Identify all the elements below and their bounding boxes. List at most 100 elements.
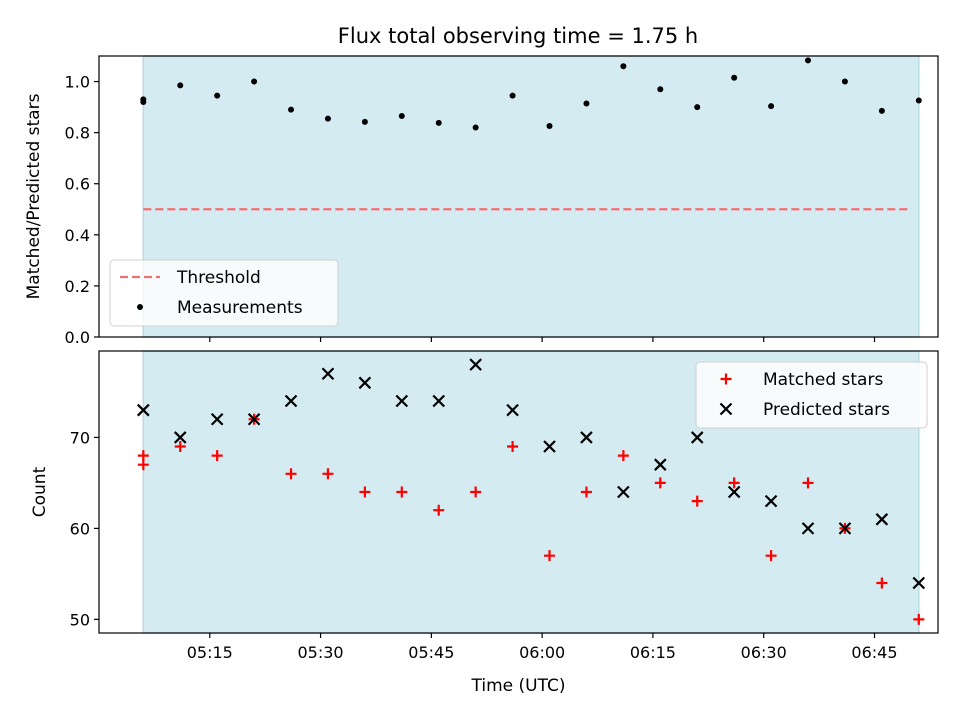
matched-stars-point	[322, 468, 334, 480]
y-tick-label: 0.0	[65, 328, 90, 347]
predicted-stars-point	[912, 576, 926, 590]
measurement-point	[288, 106, 295, 113]
legend: Matched stars Predicted stars	[695, 361, 928, 429]
y-tick-label: 0.6	[65, 175, 90, 194]
matched-stars-point	[285, 468, 297, 480]
predicted-stars-point	[506, 403, 519, 417]
x-tick-label: 05:15	[187, 643, 233, 662]
legend-label: Matched stars	[763, 370, 883, 390]
x-tick-label: 06:00	[519, 643, 565, 662]
predicted-stars-point	[654, 458, 667, 471]
y-axis-label: Matched/Predicted stars	[24, 93, 44, 299]
matched-stars-point	[654, 477, 666, 489]
legend-measurement-swatch	[137, 304, 143, 310]
count-panel: 50 60 70 05:15 05:30 05:45 06:00 06:15 06:30 06:4…	[30, 350, 939, 696]
predicted-stars-point	[727, 485, 741, 499]
predicted-stars-point	[321, 367, 335, 381]
predicted-stars-point	[875, 513, 889, 526]
predicted-stars-point	[617, 485, 630, 499]
predicted-stars-point	[395, 394, 409, 408]
matched-stars-point	[433, 504, 445, 516]
x-tick-label: 06:15	[630, 643, 676, 662]
predicted-stars-point	[764, 494, 778, 508]
legend-matched-swatch	[720, 373, 732, 385]
measurement-point	[251, 78, 258, 85]
x-tick-label: 06:45	[851, 643, 897, 662]
matched-stars-point	[580, 486, 592, 498]
measurement-point	[731, 74, 738, 81]
measurement-point	[435, 119, 442, 126]
legend-box	[109, 259, 339, 327]
measurement-point	[915, 97, 922, 104]
axes-frame	[98, 350, 939, 634]
matched-stars-point	[174, 441, 186, 453]
predicted-stars-point	[838, 522, 852, 535]
ratio-panel: 0.0 0.2 0.4 0.6 0.8 1.0 Matched/Predicted star…	[24, 55, 939, 347]
series-predicted-stars	[137, 358, 926, 590]
y-tick-label: 50	[70, 610, 90, 629]
x-tick-label: 05:30	[298, 643, 344, 662]
chart-title: Flux total observing time = 1.75 h	[338, 24, 698, 48]
predicted-stars-point	[210, 412, 224, 426]
predicted-stars-point	[690, 431, 704, 444]
y-tick-label: 1.0	[65, 73, 90, 92]
measurement-point	[583, 100, 590, 107]
matched-stars-point	[507, 441, 519, 453]
measurement-point	[694, 104, 701, 111]
y-tick-label: 0.8	[65, 124, 90, 143]
series-measurements	[140, 57, 922, 131]
measurement-point	[546, 122, 553, 129]
matched-stars-point	[913, 613, 925, 625]
measurement-point	[841, 78, 848, 85]
axes-frame	[98, 55, 939, 338]
predicted-stars-point	[137, 403, 150, 417]
measurement-point	[805, 57, 812, 64]
predicted-stars-point	[173, 431, 187, 444]
legend-label: Measurements	[177, 298, 303, 318]
predicted-stars-point	[543, 440, 556, 453]
measurement-point	[324, 115, 331, 122]
matched-stars-point	[470, 486, 482, 498]
matched-stars-point	[728, 477, 740, 489]
matched-stars-point	[359, 486, 371, 498]
matched-stars-point	[396, 486, 408, 498]
measurement-point	[509, 92, 516, 99]
legend: Threshold Measurements	[109, 259, 339, 327]
predicted-stars-point	[801, 522, 815, 535]
x-tick-label: 05:45	[408, 643, 454, 662]
y-tick-label: 60	[70, 519, 90, 538]
measurement-point	[398, 113, 405, 120]
matched-stars-point	[617, 450, 629, 462]
measurement-point	[140, 98, 147, 105]
legend-predicted-swatch	[719, 402, 733, 416]
predicted-stars-point	[432, 394, 446, 408]
measurement-point	[657, 86, 664, 93]
matched-stars-point	[211, 450, 223, 462]
predicted-stars-point	[358, 376, 372, 390]
matched-stars-point	[544, 550, 556, 562]
y-tick-label: 70	[70, 428, 90, 447]
x-tick-label: 06:30	[741, 643, 787, 662]
measurement-point	[472, 124, 479, 131]
measurement-point	[361, 118, 368, 125]
predicted-stars-point	[247, 412, 261, 426]
matched-stars-point	[765, 550, 777, 562]
legend-box	[695, 361, 928, 429]
legend-label: Predicted stars	[763, 400, 890, 420]
predicted-stars-point	[580, 431, 593, 444]
matched-stars-point	[137, 459, 149, 471]
y-tick-label: 0.4	[65, 226, 90, 245]
predicted-stars-point	[469, 358, 482, 371]
measurement-point	[214, 92, 221, 99]
matched-stars-point	[802, 477, 814, 489]
matched-stars-point	[876, 577, 888, 589]
y-axis-label: Count	[30, 466, 50, 517]
measurement-point	[620, 63, 627, 70]
x-axis-label: Time (UTC)	[471, 676, 566, 696]
y-tick-label: 0.2	[65, 277, 90, 296]
predicted-stars-point	[284, 394, 298, 408]
measurement-point	[768, 103, 775, 110]
measurement-point	[177, 82, 184, 89]
measurement-point	[878, 107, 885, 114]
